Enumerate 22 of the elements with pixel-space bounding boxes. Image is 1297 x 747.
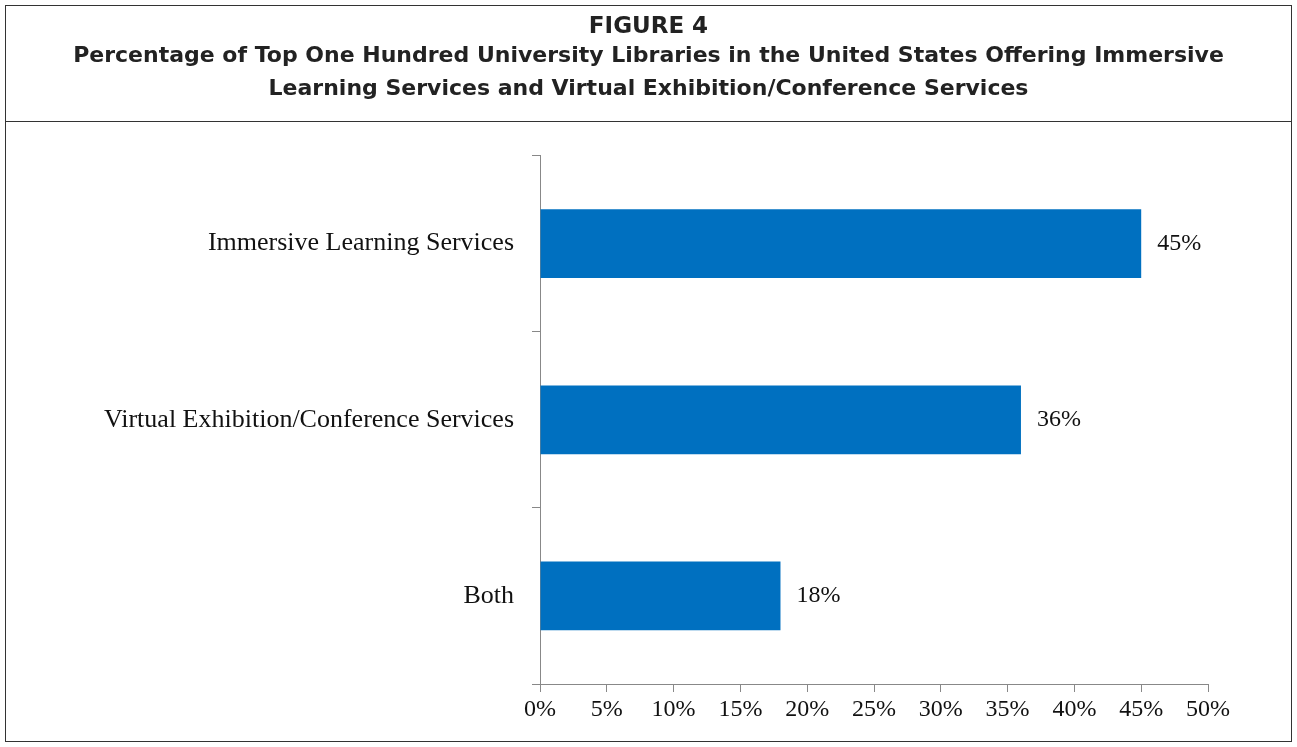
- chart-subtitle: Percentage of Top One Hundred University Libraries in the United States Offering Immersive Learning Services and Virtual Exhibition/Conference Services: [72, 41, 1225, 102]
- bar: [540, 561, 781, 631]
- bar: [540, 209, 1142, 279]
- x-tick-label: 35%: [985, 694, 1030, 721]
- x-tick-label: 45%: [1119, 694, 1164, 721]
- x-tick-label: 40%: [1052, 694, 1097, 721]
- y-tick-label: Virtual Exhibition/Conference Services: [104, 403, 514, 433]
- data-label: 18%: [796, 581, 841, 608]
- bar: [540, 385, 1021, 455]
- x-tick-label: 5%: [590, 694, 623, 721]
- x-tick-label: 30%: [918, 694, 963, 721]
- data-label: 36%: [1036, 405, 1081, 432]
- chart-title: FIGURE 4: [587, 11, 710, 38]
- x-tick-label: 10%: [651, 694, 696, 721]
- y-tick-label: Both: [463, 579, 514, 609]
- x-tick-label: 15%: [718, 694, 763, 721]
- x-tick-label: 50%: [1186, 694, 1230, 721]
- x-tick-label: 20%: [785, 694, 830, 721]
- x-tick-label: 0%: [524, 694, 556, 721]
- data-label: 45%: [1157, 228, 1202, 255]
- x-tick-label: 25%: [852, 694, 896, 721]
- y-tick-label: Immersive Learning Services: [207, 227, 514, 257]
